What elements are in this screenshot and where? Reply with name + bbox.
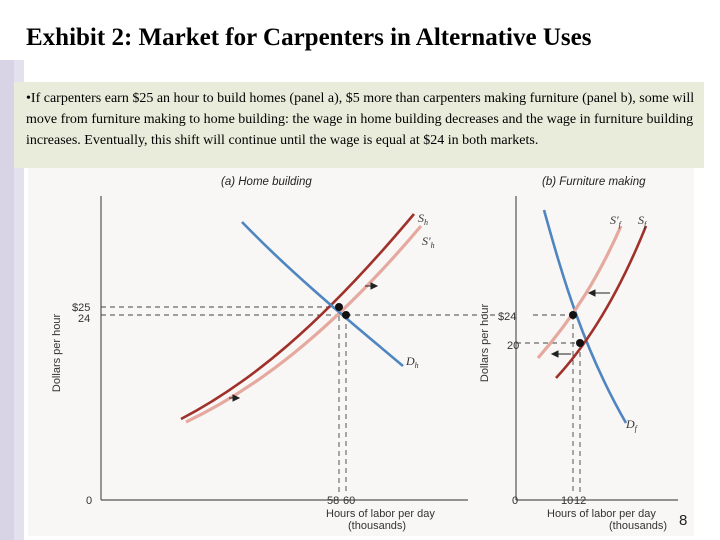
equilibrium-a-final — [342, 311, 350, 319]
bullet-text-box: •If carpenters earn $25 an hour to build… — [14, 82, 704, 168]
panel-a-ytick-24: 24 — [78, 313, 90, 325]
curve-D-h — [241, 221, 404, 367]
figure-panel: (a) Home building (b) Furniture making D… — [28, 168, 694, 536]
page-number: 8 — [679, 512, 688, 529]
slide-title: Exhibit 2: Market for Carpenters in Alte… — [26, 24, 592, 51]
panel-b-origin: 0 — [512, 495, 518, 507]
label-S-f: Sf — [638, 213, 648, 229]
panel-a-xtick-60: 60 — [343, 495, 355, 507]
panel-b-xlabel-line2: (thousands) — [609, 520, 667, 532]
curve-S-prime-h — [185, 224, 423, 424]
panel-a-title: (a) Home building — [221, 176, 312, 188]
equilibrium-b-initial — [576, 339, 584, 347]
panel-a-xtick-58: 58 — [327, 495, 339, 507]
panel-b-title: (b) Furniture making — [542, 176, 646, 188]
arrow-a-lower-head — [232, 394, 241, 402]
arrow-b-upper-head — [587, 289, 596, 297]
label-S-prime-f: S'f — [610, 213, 623, 229]
panel-a-guides — [101, 306, 498, 494]
equilibrium-b-final — [569, 311, 577, 319]
arrow-b-lower-head — [550, 350, 559, 358]
market-charts-svg: (a) Home building (b) Furniture making D… — [51, 176, 678, 532]
label-S-h: Sh — [418, 211, 428, 227]
panel-b-xtick-12: 12 — [574, 495, 586, 507]
curve-S-f — [555, 225, 648, 379]
panel-a-xlabel-line2: (thousands) — [348, 520, 406, 532]
bullet-text: •If carpenters earn $25 an hour to build… — [26, 91, 695, 148]
label-S-prime-h: S'h — [422, 234, 435, 250]
panel-a-origin: 0 — [86, 495, 92, 507]
arrow-a-upper-head — [370, 282, 379, 290]
curve-S-h — [180, 213, 415, 421]
panel-a-ylabel: Dollars per hour — [51, 314, 63, 393]
equilibrium-a-initial — [335, 303, 343, 311]
panel-a-ytick-25: $25 — [72, 302, 90, 314]
curve-S-prime-f — [536, 225, 623, 360]
label-D-f: Df — [625, 417, 639, 433]
panel-b-shift-arrows — [550, 289, 610, 358]
panel-a-xlabel-line1: Hours of labor per day — [326, 508, 435, 520]
panel-a-xlabel: Hours of labor per day (thousands) — [326, 508, 438, 532]
panel-b-xlabel-line1: Hours of labor per day — [547, 508, 656, 520]
label-D-h: Dh — [405, 354, 419, 370]
panel-b-ylabel: Dollars per hour — [479, 304, 491, 383]
panel-b-guides — [516, 314, 581, 494]
panel-b-ytick-24: $24 — [498, 311, 516, 323]
panel-b-xlabel: Hours of labor per day (thousands) — [547, 508, 667, 532]
panel-b-xtick-10: 10 — [561, 495, 573, 507]
panel-a-shift-arrows — [229, 282, 379, 402]
panel-b-ytick-20: 20 — [507, 340, 519, 352]
